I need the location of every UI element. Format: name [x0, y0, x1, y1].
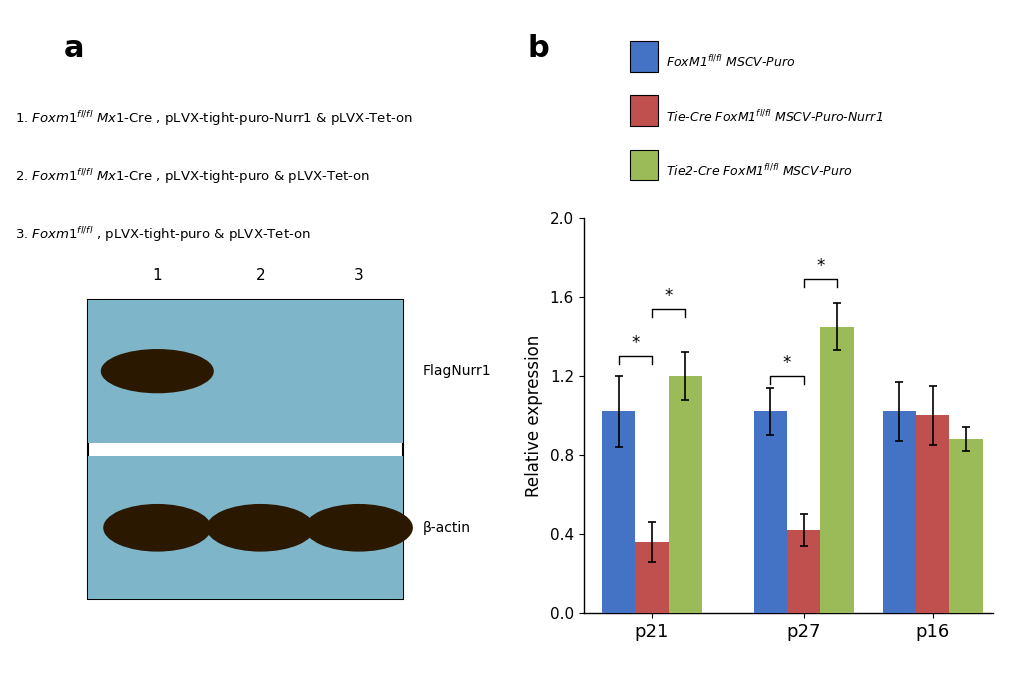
Ellipse shape: [305, 504, 413, 552]
Text: 3. $\it{Foxm1}$$^{fl/fl}$ , pLVX-tight-puro & pLVX-Tet-on: 3. $\it{Foxm1}$$^{fl/fl}$ , pLVX-tight-p…: [14, 225, 310, 244]
Text: Tie2-Cre FoxM1$^{fl/fl}$ MSCV-Puro: Tie2-Cre FoxM1$^{fl/fl}$ MSCV-Puro: [666, 163, 852, 179]
Bar: [88, 300, 403, 599]
Text: 1. $\it{Foxm1}$$^{fl/fl}$ $\it{Mx1}$-Cre , pLVX-tight-puro-Nurr1 & pLVX-Tet-on: 1. $\it{Foxm1}$$^{fl/fl}$ $\it{Mx1}$-Cre…: [14, 109, 413, 128]
Text: 2: 2: [256, 268, 265, 283]
Ellipse shape: [100, 349, 214, 393]
Y-axis label: Relative expression: Relative expression: [524, 334, 543, 496]
Text: a: a: [63, 34, 84, 63]
Bar: [820, 327, 854, 613]
Text: 2. $\it{Foxm1}$$^{fl/fl}$ $\it{Mx1}$-Cre , pLVX-tight-puro & pLVX-Tet-on: 2. $\it{Foxm1}$$^{fl/fl}$ $\it{Mx1}$-Cre…: [14, 167, 370, 186]
Text: 1: 1: [153, 268, 162, 283]
Text: *: *: [665, 287, 673, 305]
Ellipse shape: [207, 504, 314, 552]
Text: *: *: [816, 257, 824, 275]
Text: b: b: [527, 34, 549, 63]
Bar: [915, 415, 949, 613]
Bar: [630, 41, 657, 72]
Text: 3: 3: [354, 268, 364, 283]
Bar: [754, 411, 787, 613]
Text: *: *: [631, 334, 639, 352]
Bar: [787, 530, 820, 613]
Bar: [669, 376, 702, 613]
Bar: [883, 411, 915, 613]
Bar: [949, 439, 983, 613]
Ellipse shape: [103, 504, 211, 552]
Bar: [88, 300, 403, 443]
Bar: [88, 456, 403, 599]
Text: *: *: [782, 354, 792, 372]
Text: Tie-Cre FoxM1$^{fl/fl}$ MSCV-Puro-Nurr1: Tie-Cre FoxM1$^{fl/fl}$ MSCV-Puro-Nurr1: [666, 109, 883, 125]
Text: FoxM1$^{fl/fl}$ MSCV-Puro: FoxM1$^{fl/fl}$ MSCV-Puro: [666, 54, 796, 70]
Bar: [630, 150, 657, 180]
Bar: [602, 411, 635, 613]
Bar: [635, 542, 669, 613]
Bar: [630, 95, 657, 126]
Text: FlagNurr1: FlagNurr1: [423, 364, 492, 378]
Text: β-actin: β-actin: [423, 521, 471, 535]
